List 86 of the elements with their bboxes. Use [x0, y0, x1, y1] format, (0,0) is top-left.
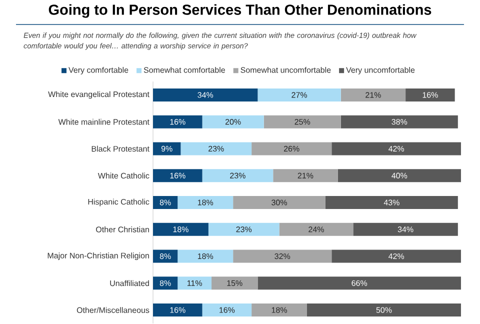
- legend-label: Very comfortable: [68, 67, 128, 75]
- bar: [332, 250, 461, 263]
- bar: [153, 88, 258, 102]
- bar: [180, 142, 252, 156]
- bar: [306, 304, 461, 317]
- data-label: 23%: [236, 226, 252, 232]
- data-label: 21%: [298, 172, 314, 179]
- bar: [202, 169, 274, 182]
- y-tick-label: White mainline Protestant: [58, 119, 150, 125]
- bar: [153, 276, 178, 290]
- data-label: 42%: [388, 146, 404, 152]
- bar: [153, 115, 202, 128]
- data-label: 15%: [227, 280, 242, 286]
- bar: [233, 250, 332, 263]
- data-label: 50%: [376, 307, 392, 314]
- data-label: 23%: [208, 146, 224, 152]
- data-label: 16%: [170, 172, 186, 179]
- bar: [340, 88, 406, 102]
- data-label: 18%: [272, 307, 287, 314]
- bar: [208, 223, 280, 236]
- bar: [258, 276, 461, 290]
- bar: [279, 223, 354, 236]
- chart-title: Going to In Person Services Than Other Denominations: [48, 4, 432, 18]
- y-tick-label: Other/Miscellaneous: [76, 307, 150, 314]
- data-label: 20%: [225, 119, 241, 125]
- data-label: 30%: [272, 200, 287, 206]
- bar: [153, 223, 208, 236]
- bar: [202, 304, 252, 317]
- bar: [178, 196, 234, 210]
- data-label: 42%: [388, 254, 404, 260]
- data-label: 9%: [161, 146, 172, 152]
- data-label: 34%: [398, 226, 414, 232]
- data-label: 8%: [160, 200, 171, 206]
- y-tick-label: Other Christian: [96, 226, 149, 232]
- y-tick-label: White evangelical Protestant: [48, 91, 150, 99]
- data-label: 11%: [187, 280, 202, 286]
- legend-label: Somewhat comfortable: [144, 67, 225, 73]
- bar: [252, 304, 307, 317]
- legend-label: Very uncomfortable: [346, 67, 415, 75]
- y-tick-label: White Catholic: [98, 172, 150, 179]
- bar: [212, 276, 258, 290]
- bar: [178, 250, 234, 263]
- data-label: 23%: [230, 172, 246, 179]
- data-label: 34%: [198, 92, 214, 98]
- data-label: 40%: [392, 172, 408, 179]
- bar: [273, 169, 338, 182]
- bar: [153, 142, 181, 156]
- data-label: 24%: [308, 226, 324, 232]
- data-label: 26%: [284, 146, 300, 152]
- y-tick-label: Hispanic Catholic: [88, 198, 150, 206]
- bar: [406, 88, 455, 102]
- data-label: 32%: [274, 254, 290, 260]
- data-label: 8%: [160, 280, 171, 286]
- data-label: 18%: [198, 254, 214, 260]
- bar: [202, 115, 264, 128]
- y-tick-label: Black Protestant: [92, 146, 150, 152]
- data-label: 27%: [292, 92, 308, 98]
- y-tick-label: Unaffiliated: [110, 280, 149, 286]
- bar: [353, 223, 458, 236]
- bar: [338, 169, 461, 182]
- data-label: 18%: [173, 226, 188, 232]
- data-label: 21%: [366, 92, 381, 98]
- data-label: 38%: [392, 119, 408, 125]
- bar: [252, 142, 332, 156]
- legend-label: Somewhat uncomfortable: [240, 67, 331, 73]
- bar: [153, 169, 202, 182]
- data-label: 16%: [170, 119, 186, 125]
- bar: [233, 196, 326, 210]
- bar: [332, 142, 461, 156]
- data-label: 66%: [352, 280, 368, 286]
- data-label: 25%: [294, 119, 310, 125]
- bar: [258, 88, 341, 102]
- data-label: 16%: [170, 307, 186, 314]
- data-label: 8%: [160, 254, 171, 260]
- data-label: 18%: [198, 200, 214, 206]
- bar: [153, 304, 202, 317]
- bar: [178, 276, 212, 290]
- bar: [153, 250, 178, 263]
- bar: [264, 115, 341, 128]
- bar: [153, 196, 178, 210]
- bar: [325, 196, 458, 210]
- y-tick-label: Major Non-Christian Religion: [48, 252, 149, 260]
- data-label: 43%: [384, 200, 400, 206]
- data-label: 16%: [220, 307, 235, 314]
- data-label: 16%: [422, 92, 438, 98]
- bar: [340, 115, 458, 128]
